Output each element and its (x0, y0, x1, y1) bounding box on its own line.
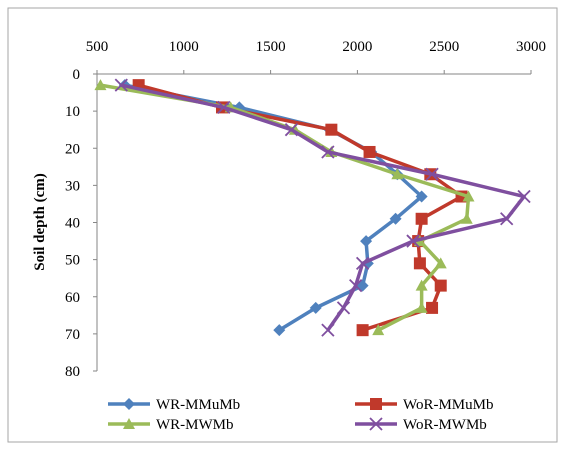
x-marker-stroke (406, 234, 420, 248)
x-tick-label: 500 (86, 39, 109, 55)
legend-marker (370, 398, 382, 410)
data-point (415, 301, 428, 313)
data-point (434, 279, 447, 292)
data-point (426, 301, 439, 314)
data-point (336, 301, 351, 315)
legend-label: WoR-MWMb (403, 417, 487, 433)
x-marker-stroke (355, 256, 370, 270)
data-point (284, 123, 299, 137)
legend-marker (123, 418, 135, 429)
x-marker-stroke (500, 212, 514, 226)
x-tick-label: 3000 (516, 39, 546, 55)
data-point (425, 167, 439, 181)
data-point (349, 278, 363, 293)
data-point (321, 145, 335, 159)
data-point (415, 279, 428, 291)
y-axis-label: Soil depth (cm) (32, 173, 48, 271)
data-point (415, 190, 428, 203)
data-point (500, 212, 514, 226)
x-marker-stroke (321, 145, 335, 159)
data-point (462, 190, 475, 202)
x-marker-stroke (517, 189, 531, 204)
data-point (391, 168, 404, 180)
data-point (389, 212, 402, 225)
data-point (355, 256, 370, 270)
data-point (356, 324, 369, 337)
data-point (321, 323, 335, 337)
y-tick-label: 30 (65, 178, 80, 194)
data-point (517, 189, 531, 204)
legend-label: WR-MMuMb (156, 397, 240, 413)
chart-border (7, 7, 558, 443)
x-tick-label: 1000 (169, 39, 199, 55)
legend-marker (369, 417, 383, 431)
legend-label: WR-MWMb (156, 417, 234, 433)
x-tick-label: 1500 (256, 39, 286, 55)
y-tick-label: 70 (65, 327, 80, 343)
data-point (413, 257, 426, 270)
data-point (360, 235, 373, 248)
data-point (114, 78, 128, 92)
x-tick-label: 2000 (342, 39, 372, 55)
x-marker-stroke (321, 323, 335, 337)
y-tick-label: 60 (65, 290, 80, 306)
legend-label: WoR-MMuMb (403, 397, 493, 413)
legend-item: WoR-MMuMb (355, 397, 493, 413)
y-tick-label: 0 (73, 67, 81, 83)
axes: 500 1000 1500 2000 2500 3000 0 10 20 30 40 50 60 70 80 (65, 39, 546, 380)
y-tick-label: 80 (65, 364, 80, 380)
data-point (415, 212, 428, 225)
legend-marker (123, 398, 135, 410)
data-point (434, 257, 447, 269)
legend-item: WR-MWMb (108, 417, 234, 433)
x-marker-stroke (284, 123, 299, 137)
data-point (460, 212, 473, 224)
y-tick-label: 50 (65, 253, 80, 269)
x-marker-stroke (369, 417, 383, 431)
series-layer (94, 78, 531, 337)
series-line (120, 83, 526, 332)
x-marker-stroke (349, 278, 363, 293)
series-WoR-MWMb (114, 78, 531, 337)
legend-item: WoR-MWMb (355, 417, 487, 433)
data-point (325, 123, 338, 136)
x-marker-stroke (114, 78, 128, 92)
y-tick-label: 10 (65, 104, 80, 120)
y-tick-label: 40 (65, 216, 80, 232)
x-marker-stroke (217, 100, 231, 115)
data-point (406, 234, 420, 248)
data-point (363, 145, 376, 158)
x-tick-label: 2500 (429, 39, 459, 55)
y-tick-label: 20 (65, 141, 80, 157)
data-point (309, 301, 322, 314)
data-point (372, 324, 385, 336)
legend-item: WR-MMuMb (108, 397, 240, 413)
x-marker-stroke (336, 301, 351, 315)
x-marker-stroke (425, 167, 439, 181)
data-point (273, 324, 286, 337)
legend: WR-MMuMb WoR-MMuMb WR-MWMb WoR-MWMb (108, 397, 493, 433)
data-point (217, 100, 231, 115)
data-point (94, 79, 107, 91)
